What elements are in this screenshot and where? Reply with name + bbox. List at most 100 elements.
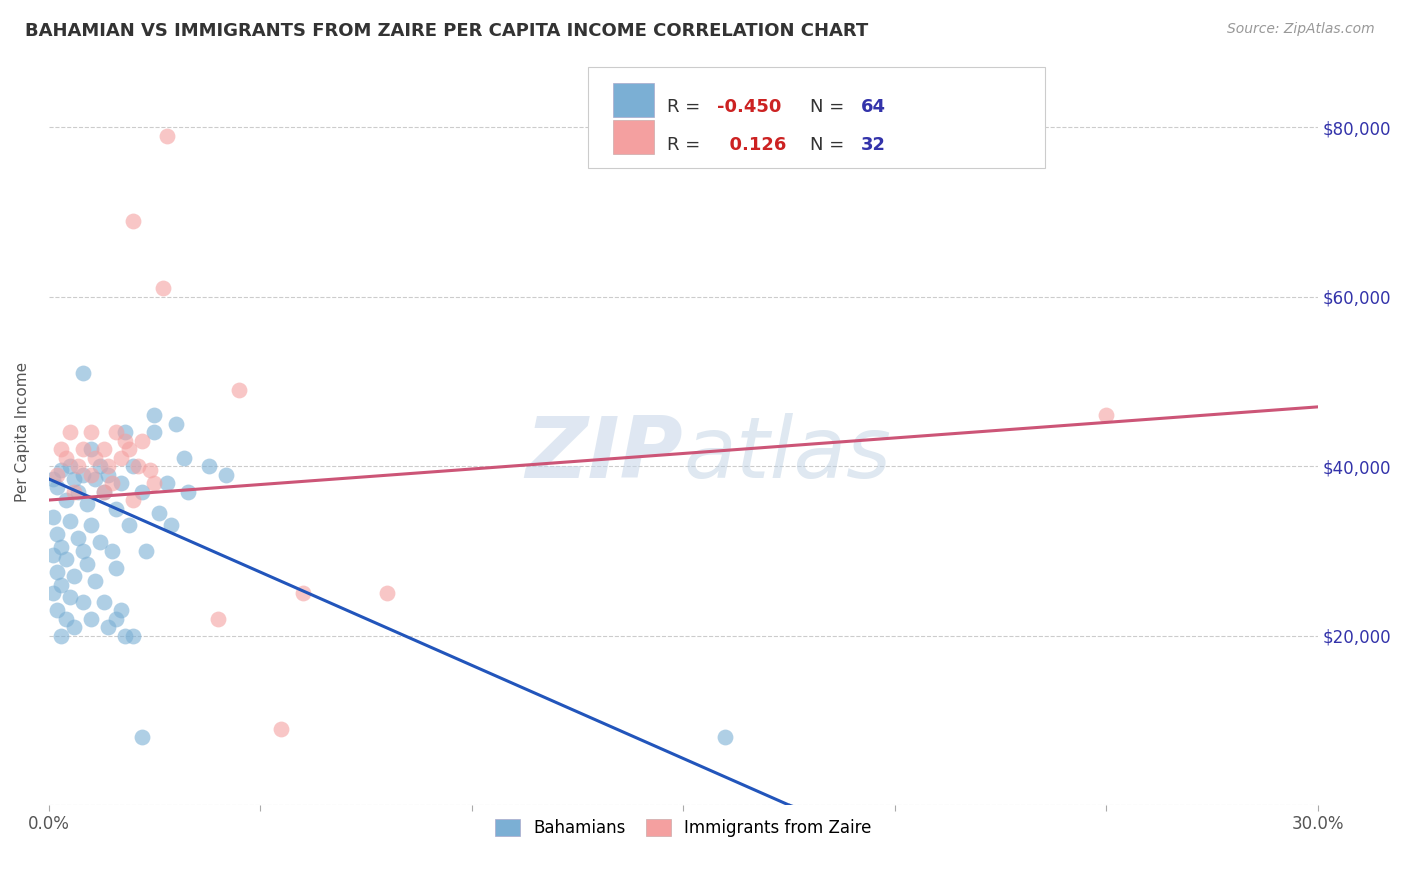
Point [135, 544, 157, 558]
Point [84, 472, 107, 486]
Point [55, 450, 77, 465]
Legend: Bahamians, Immigrants from Zaire: Bahamians, Immigrants from Zaire [486, 810, 880, 845]
Point [51, 629, 73, 643]
Point [46, 527, 69, 541]
Point [97, 459, 120, 474]
Point [114, 629, 136, 643]
Text: atlas: atlas [683, 413, 891, 496]
Text: 32: 32 [860, 136, 886, 154]
Point [76, 557, 98, 571]
Point [101, 544, 124, 558]
Point [93, 595, 115, 609]
Point [110, 603, 132, 617]
Point [46, 603, 69, 617]
Point [714, 731, 737, 745]
Text: BAHAMIAN VS IMMIGRANTS FROM ZAIRE PER CAPITA INCOME CORRELATION CHART: BAHAMIAN VS IMMIGRANTS FROM ZAIRE PER CA… [25, 22, 869, 40]
Point [42, 472, 65, 486]
Point [59, 591, 82, 605]
Text: -0.450: -0.450 [717, 97, 782, 116]
Point [42, 586, 65, 600]
Point [84, 574, 107, 588]
Point [72, 442, 94, 457]
Point [291, 586, 314, 600]
Point [80, 425, 103, 440]
Point [72, 366, 94, 380]
Point [1095, 409, 1118, 423]
Point [51, 578, 73, 592]
Point [375, 586, 398, 600]
Point [93, 484, 115, 499]
Text: 0.126: 0.126 [717, 136, 787, 154]
Point [80, 467, 103, 482]
FancyBboxPatch shape [613, 83, 654, 117]
Point [122, 459, 145, 474]
Point [55, 493, 77, 508]
Point [84, 450, 107, 465]
Point [160, 518, 183, 533]
Point [270, 722, 292, 736]
Point [63, 484, 86, 499]
FancyBboxPatch shape [613, 120, 654, 154]
Point [93, 442, 115, 457]
Point [118, 518, 141, 533]
Point [215, 467, 238, 482]
Point [89, 459, 111, 474]
Point [80, 442, 103, 457]
Point [177, 484, 200, 499]
Point [118, 442, 141, 457]
Point [122, 629, 145, 643]
Point [46, 565, 69, 579]
Point [173, 450, 195, 465]
Text: 64: 64 [860, 97, 886, 116]
Point [228, 383, 250, 397]
Point [42, 548, 65, 562]
Y-axis label: Per Capita Income: Per Capita Income [15, 362, 30, 502]
Point [105, 612, 128, 626]
Point [51, 463, 73, 477]
Point [72, 595, 94, 609]
Point [105, 425, 128, 440]
Point [97, 467, 120, 482]
Point [101, 476, 124, 491]
Point [93, 484, 115, 499]
Point [105, 561, 128, 575]
Point [156, 476, 179, 491]
Point [165, 417, 187, 431]
Point [131, 484, 153, 499]
Point [143, 409, 166, 423]
Point [63, 569, 86, 583]
Point [72, 544, 94, 558]
Point [63, 472, 86, 486]
Point [67, 459, 90, 474]
Point [207, 612, 229, 626]
Text: N =: N = [810, 97, 851, 116]
Point [122, 493, 145, 508]
Point [131, 731, 153, 745]
Point [80, 518, 103, 533]
Point [131, 434, 153, 448]
Point [122, 213, 145, 227]
Point [67, 484, 90, 499]
Point [80, 612, 103, 626]
Text: ZIP: ZIP [526, 413, 683, 496]
Point [148, 506, 170, 520]
Point [143, 476, 166, 491]
Point [46, 480, 69, 494]
Text: R =: R = [666, 136, 706, 154]
Text: R =: R = [666, 97, 706, 116]
Point [63, 620, 86, 634]
Point [59, 425, 82, 440]
Point [110, 476, 132, 491]
Point [55, 612, 77, 626]
Point [72, 467, 94, 482]
Point [59, 514, 82, 528]
FancyBboxPatch shape [588, 67, 1045, 168]
Point [42, 510, 65, 524]
Point [46, 467, 69, 482]
Point [143, 425, 166, 440]
Point [51, 540, 73, 554]
Point [114, 425, 136, 440]
Point [198, 459, 221, 474]
Point [67, 531, 90, 545]
Point [51, 442, 73, 457]
